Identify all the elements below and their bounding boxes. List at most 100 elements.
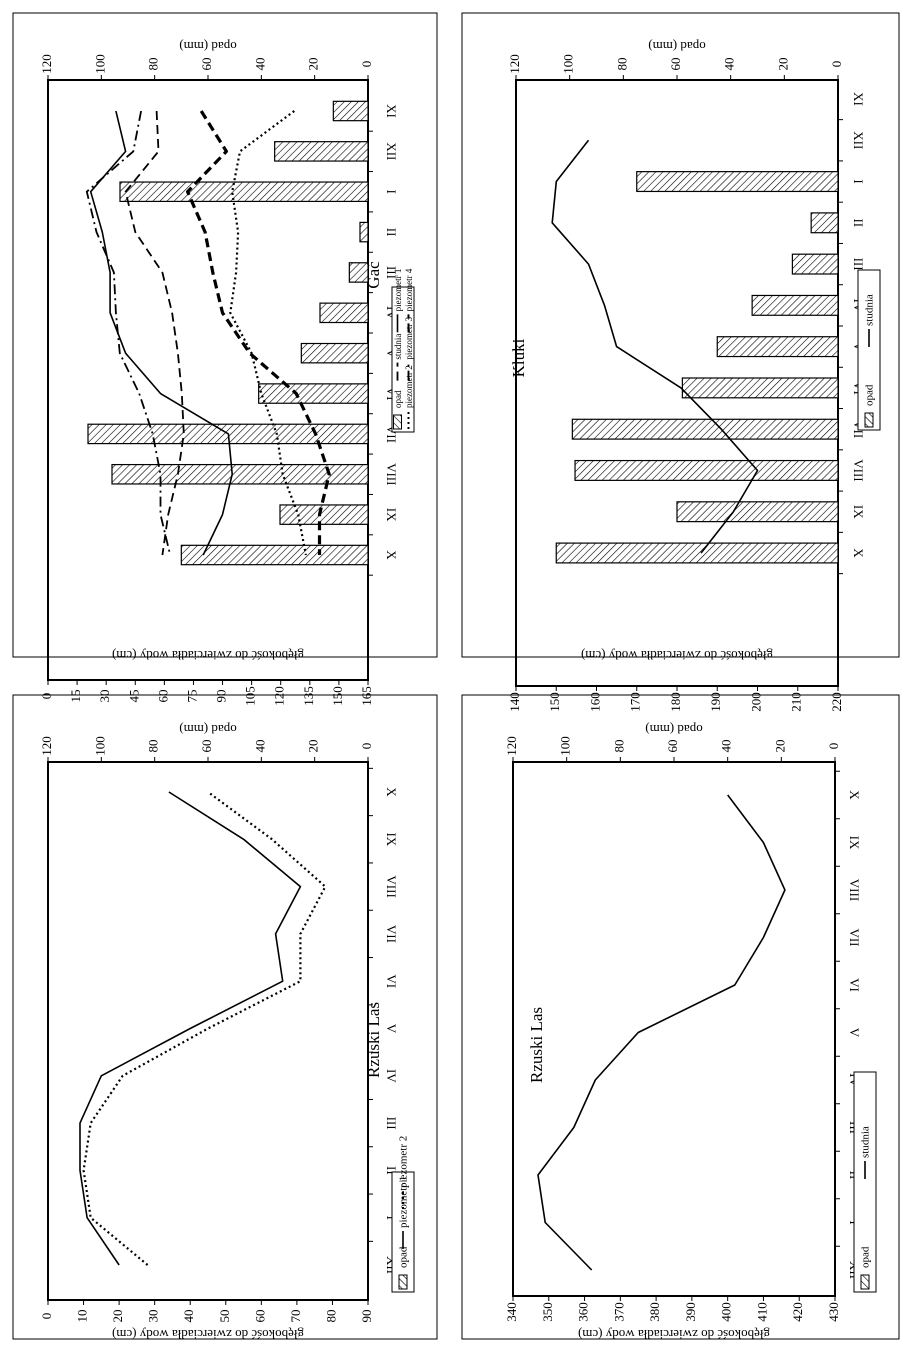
- opad-bar: [332, 100, 369, 122]
- precip-tick-label: 20: [775, 58, 790, 71]
- chart-title: Rzuski Las: [364, 1002, 383, 1078]
- opad-bar: [636, 171, 839, 193]
- depth-tick-label: 0: [39, 1313, 54, 1320]
- opad-bar: [279, 504, 369, 525]
- legend-box: [857, 269, 881, 431]
- series-line-piezometr-3: [85, 110, 172, 556]
- legend-swatch-opad: [398, 1274, 408, 1290]
- month-label: III: [384, 266, 399, 279]
- depth-tick-label: 45: [126, 690, 141, 703]
- month-label: II: [384, 228, 399, 237]
- opad-bar: [676, 501, 839, 523]
- depth-tick-label: 50: [217, 1310, 232, 1323]
- depth-tick-label: 190: [708, 692, 723, 712]
- month-label: IV: [384, 1069, 399, 1083]
- legend: opad studnia: [853, 1071, 877, 1293]
- series-line-piezometr-2: [82, 791, 327, 1266]
- legend-label: piezometr 2: [404, 365, 414, 408]
- month-label: VIII: [384, 463, 399, 485]
- depth-tick-label: 350: [540, 1302, 555, 1322]
- month-label: VI: [847, 978, 862, 992]
- panel-frame-rzuski-las-piezometers: [12, 694, 438, 1340]
- month-label: IX: [384, 508, 399, 522]
- depth-tick-label: 60: [252, 1310, 267, 1323]
- series-line-piezometr-1: [79, 791, 302, 1266]
- panel-frame-rzuski-las-studnia: [461, 694, 900, 1340]
- month-label: XII: [851, 131, 866, 149]
- legend-label: opad: [398, 1246, 410, 1268]
- legend-label: studnia: [393, 334, 403, 360]
- depth-tick-label: 165: [359, 686, 374, 706]
- depth-tick-label: 150: [547, 692, 562, 712]
- depth-tick-label: 160: [587, 692, 602, 712]
- opad-bar: [574, 459, 839, 481]
- depth-tick-label: 120: [272, 686, 287, 706]
- depth-tick-label: 410: [754, 1302, 769, 1322]
- month-label: V: [384, 1024, 399, 1034]
- depth-tick-label: 340: [504, 1302, 519, 1322]
- depth-tick-label: 60: [155, 690, 170, 703]
- precip-tick-label: 20: [306, 58, 321, 71]
- chart-title: Gać: [364, 261, 383, 289]
- depth-tick-label: 135: [301, 686, 316, 706]
- opad-bar: [348, 262, 369, 283]
- legend-label: opad: [393, 390, 403, 408]
- month-label: IX: [384, 832, 399, 846]
- precip-axis-label: opad (mm): [179, 722, 236, 737]
- precip-tick-label: 40: [252, 740, 267, 753]
- series-line-studnia: [537, 794, 786, 1271]
- depth-tick-label: 140: [507, 692, 522, 712]
- month-label: VI: [384, 974, 399, 988]
- series-line-studnia: [551, 139, 759, 554]
- opad-bar: [810, 212, 839, 234]
- depth-tick-label: 10: [75, 1310, 90, 1323]
- depth-tick-label: 70: [288, 1310, 303, 1323]
- precip-tick-label: 60: [199, 58, 214, 71]
- precip-tick-label: 0: [829, 61, 844, 68]
- month-label: X: [851, 548, 866, 558]
- depth-tick-label: 15: [68, 690, 83, 703]
- chart-panel-0: 0 10 20 30 40 50 60 70 80 90 głębokość do zwiercia…: [39, 722, 415, 1342]
- legend-label: piezometr 4: [404, 268, 414, 311]
- opad-bar: [111, 463, 369, 485]
- precip-axis-label: opad (mm): [179, 39, 236, 54]
- precip-tick-label: 80: [611, 740, 626, 753]
- month-label: XI: [384, 104, 399, 118]
- precip-tick-label: 20: [772, 740, 787, 753]
- depth-tick-label: 90: [359, 1310, 374, 1323]
- precip-tick-label: 120: [39, 736, 54, 756]
- depth-tick-label: 150: [330, 686, 345, 706]
- series-line-piezometr-2: [229, 110, 307, 556]
- legend: opad studnia piezometr 1 piezometr 2 piezome…: [391, 268, 415, 433]
- opad-bar: [359, 221, 369, 243]
- depth-tick-label: 90: [214, 690, 229, 703]
- opad-bar: [258, 383, 369, 404]
- opad-bar: [180, 544, 369, 566]
- chart-panel-1: 340 350 360 370 380 390 400 410 420 430głębokość …: [504, 722, 877, 1342]
- precip-tick-label: 40: [722, 58, 737, 71]
- opad-bar: [751, 294, 839, 316]
- legend-label: studnia: [860, 1126, 872, 1158]
- month-label: III: [384, 1117, 399, 1130]
- depth-tick-label: 75: [184, 690, 199, 703]
- precip-tick-label: 80: [146, 58, 161, 71]
- opad-bar: [274, 141, 369, 162]
- depth-axis-label: głębokość do zwierciadła wody (cm): [112, 648, 304, 663]
- precip-tick-label: 100: [92, 54, 107, 74]
- depth-tick-label: 390: [683, 1302, 698, 1322]
- legend: opad studnia: [857, 269, 881, 431]
- month-label: I: [851, 179, 866, 183]
- chart-title: Rzuski Las: [527, 1007, 546, 1083]
- month-label: X: [384, 787, 399, 797]
- depth-tick-label: 430: [826, 1302, 841, 1322]
- opad-bar: [555, 542, 839, 564]
- month-label: XI: [851, 92, 866, 106]
- depth-tick-label: 105: [243, 686, 258, 706]
- precip-tick-label: 20: [306, 740, 321, 753]
- opad-bar: [791, 253, 839, 275]
- depth-tick-label: 30: [146, 1310, 161, 1323]
- depth-tick-label: 170: [628, 692, 643, 712]
- precip-tick-label: 100: [92, 736, 107, 756]
